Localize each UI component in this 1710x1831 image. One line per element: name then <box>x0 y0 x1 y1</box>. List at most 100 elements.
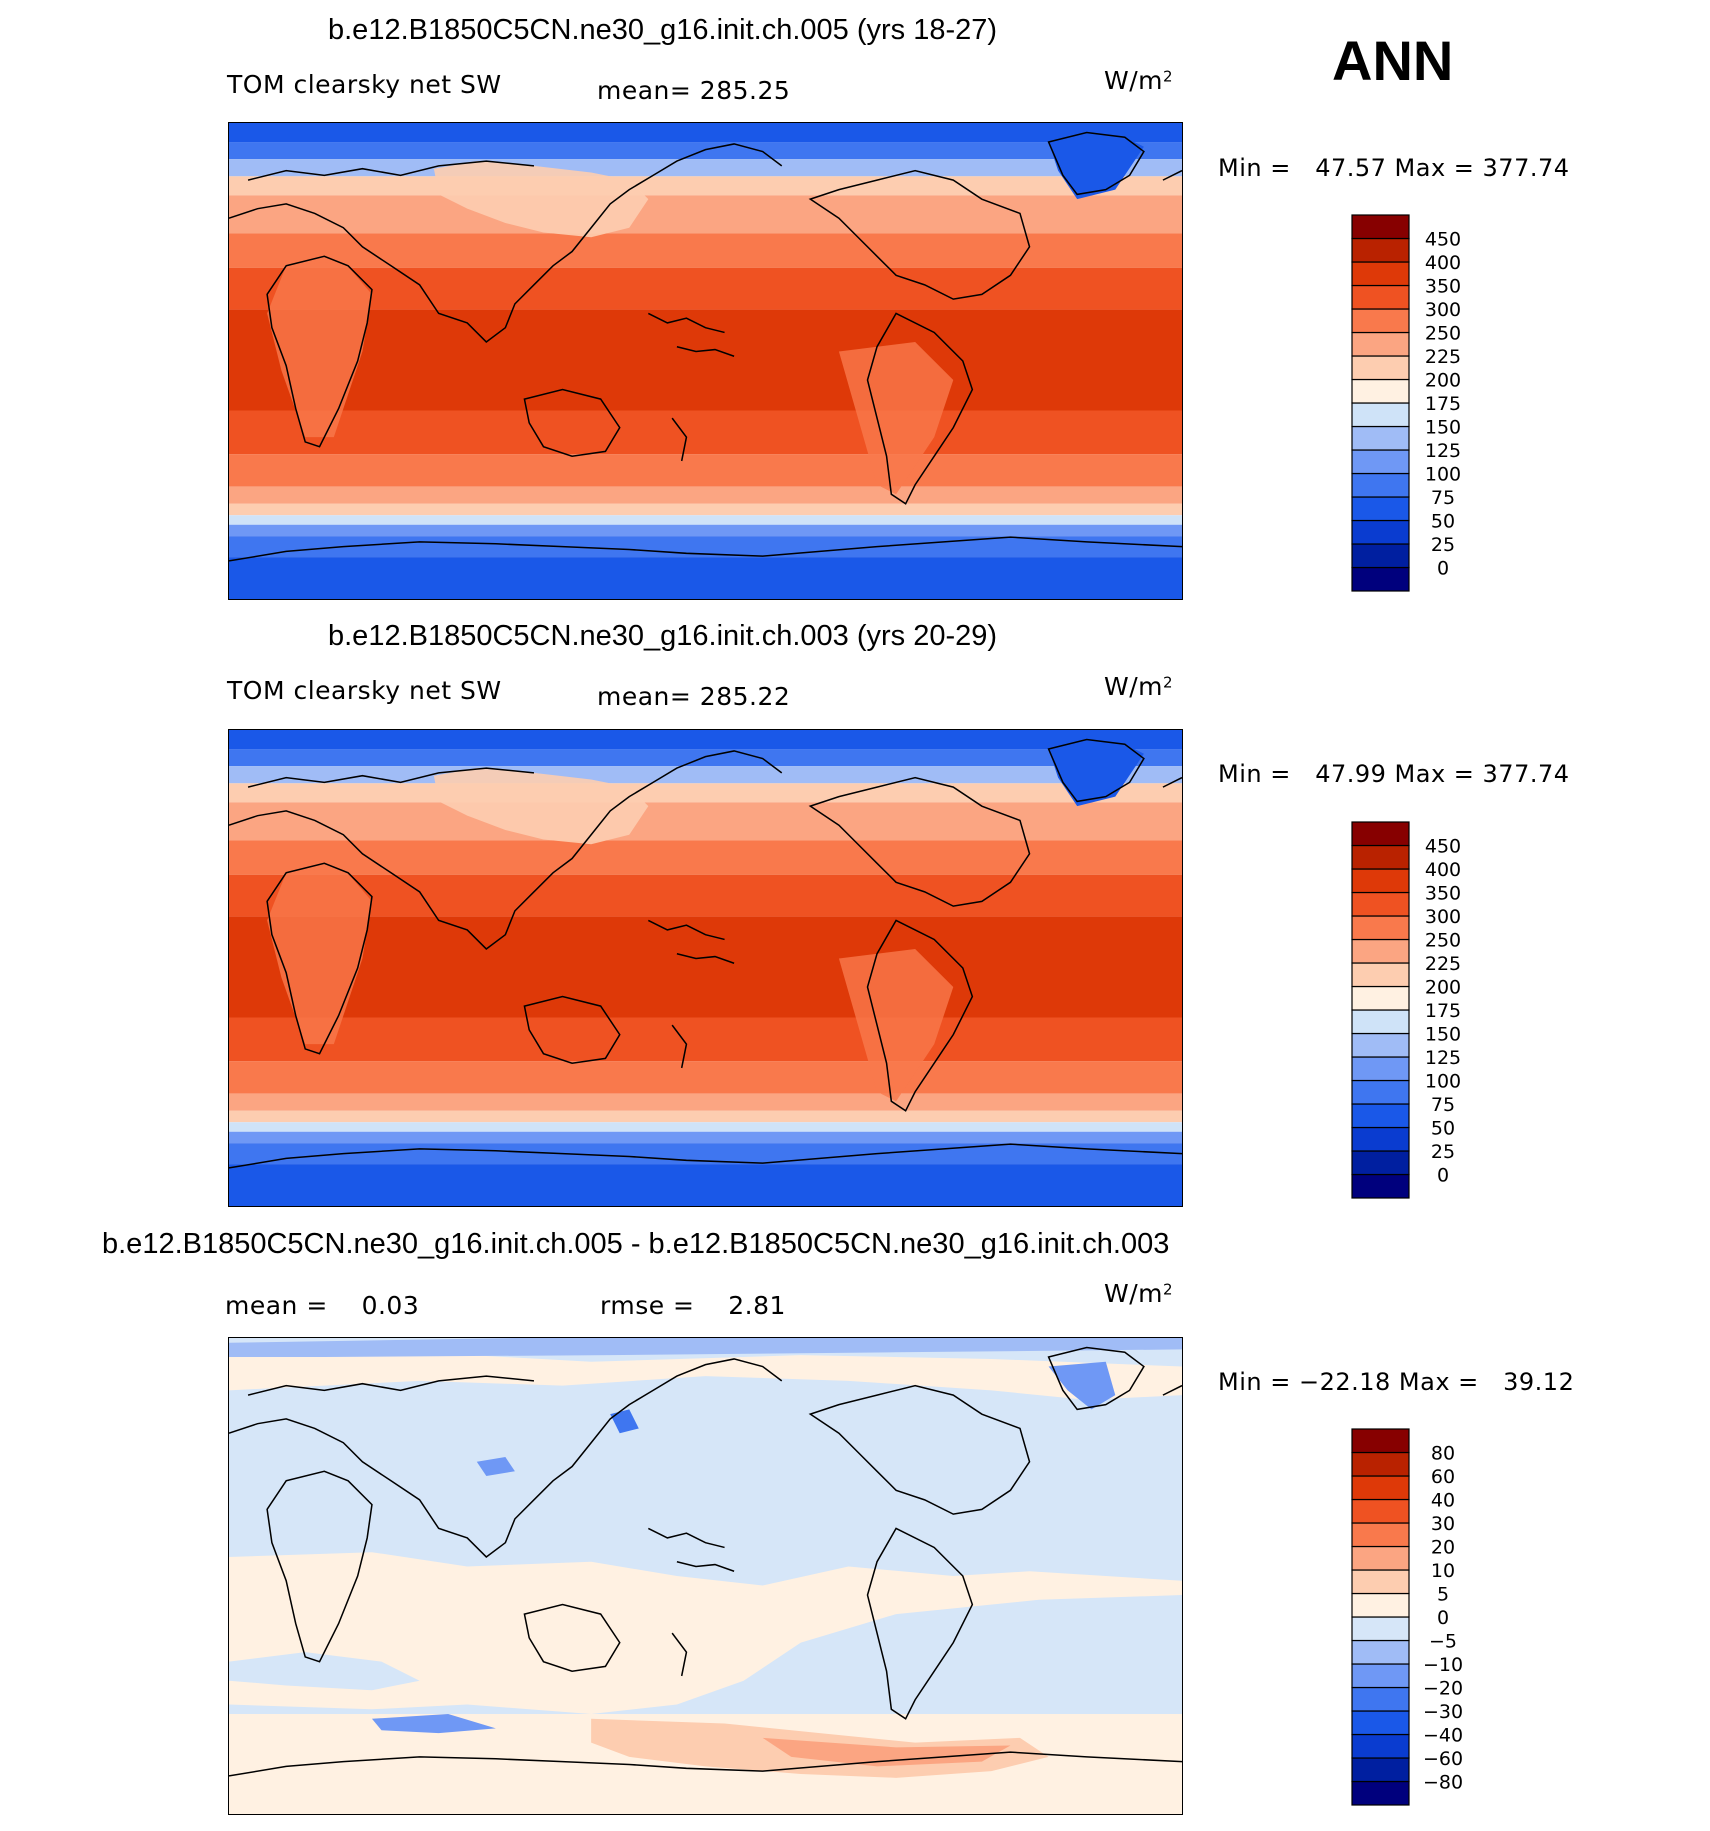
colorbar-tick-label: 50 <box>1431 511 1455 533</box>
colorbar-tick-label: 40 <box>1431 1490 1455 1512</box>
panel-1-variable-label: TOM clearsky net SW <box>227 70 502 99</box>
colorbar-tick-label: 350 <box>1425 883 1461 905</box>
colorbar-box <box>1351 496 1410 522</box>
colorbar-tick-label: 350 <box>1425 276 1461 298</box>
colorbar-box <box>1351 402 1410 428</box>
colorbar-box <box>1351 355 1410 381</box>
colorbar-tick-label: 200 <box>1425 370 1461 392</box>
colorbar-box <box>1351 1733 1410 1759</box>
colorbar-box <box>1351 543 1410 569</box>
colorbar-tick-label: 0 <box>1437 558 1449 580</box>
colorbar-tick-label: 250 <box>1425 323 1461 345</box>
colorbar-box <box>1351 1592 1410 1618</box>
colorbar-tick-label: −60 <box>1423 1748 1463 1770</box>
panel-2-minmax: Min = 47.99 Max = 377.74 <box>1218 760 1570 788</box>
colorbar-tick-label: 125 <box>1425 440 1461 462</box>
panel-2-units: W/m2 <box>1104 672 1174 701</box>
colorbar-tick-label: 60 <box>1431 1466 1455 1488</box>
colorbar-tick-label: 175 <box>1425 1000 1461 1022</box>
colorbar-box <box>1351 1757 1410 1783</box>
panel-2-mean-label: mean= 285.22 <box>597 682 791 711</box>
colorbar-tick-label: 150 <box>1425 1024 1461 1046</box>
colorbar-box <box>1351 938 1410 964</box>
colorbar-box <box>1351 844 1410 870</box>
colorbar-box <box>1351 1639 1410 1665</box>
colorbar-box <box>1351 1498 1410 1524</box>
colorbar-box <box>1351 214 1410 240</box>
colorbar-tick-label: 175 <box>1425 393 1461 415</box>
colorbar-box <box>1351 962 1410 988</box>
colorbar-box <box>1351 1686 1410 1712</box>
panel-1-minmax: Min = 47.57 Max = 377.74 <box>1218 154 1570 182</box>
panel-1-map <box>228 122 1183 600</box>
panel-3-mean-label: mean = 0.03 <box>225 1291 420 1320</box>
colorbar-tick-label: 100 <box>1425 464 1461 486</box>
panel-1-units: W/m2 <box>1104 66 1174 95</box>
colorbar-tick-label: −40 <box>1423 1725 1463 1747</box>
colorbar-box <box>1351 331 1410 357</box>
colorbar-tick-label: 10 <box>1431 1560 1455 1582</box>
colorbar-tick-label: 300 <box>1425 299 1461 321</box>
colorbar-box <box>1351 1616 1410 1642</box>
colorbar-tick-label: 150 <box>1425 417 1461 439</box>
colorbar-box <box>1351 1663 1410 1689</box>
colorbar-box <box>1351 1032 1410 1058</box>
colorbar-tick-label: −20 <box>1423 1678 1463 1700</box>
colorbar-tick-label: 125 <box>1425 1047 1461 1069</box>
colorbar-box <box>1351 1569 1410 1595</box>
colorbar-tick-label: 400 <box>1425 252 1461 274</box>
colorbar-tick-label: 200 <box>1425 977 1461 999</box>
panel-1-title: b.e12.B1850C5CN.ne30_g16.init.ch.005 (yr… <box>328 14 998 46</box>
colorbar-box <box>1351 1126 1410 1152</box>
colorbar-box <box>1351 378 1410 404</box>
colorbar-tick-label: 5 <box>1437 1584 1449 1606</box>
colorbar-box <box>1351 1545 1410 1571</box>
panel-2-title: b.e12.B1850C5CN.ne30_g16.init.ch.003 (yr… <box>328 620 998 652</box>
colorbar-tick-label: 75 <box>1431 487 1455 509</box>
colorbar-tick-label: −5 <box>1429 1631 1457 1653</box>
panel-3-rmse-label: rmse = 2.81 <box>600 1291 786 1320</box>
colorbar-tick-label: 300 <box>1425 906 1461 928</box>
colorbar-box <box>1351 519 1410 545</box>
colorbar-tick-label: 20 <box>1431 1537 1455 1559</box>
season-label: ANN <box>1332 29 1454 92</box>
colorbar-tick-label: 225 <box>1425 953 1461 975</box>
colorbar-tick-label: −80 <box>1423 1772 1463 1794</box>
panel-3-title: b.e12.B1850C5CN.ne30_g16.init.ch.005 - b… <box>102 1228 1170 1260</box>
colorbar-tick-label: 100 <box>1425 1071 1461 1093</box>
colorbar-tick-label: 30 <box>1431 1513 1455 1535</box>
panel-3-map <box>228 1337 1183 1815</box>
colorbar-tick-label: 0 <box>1437 1607 1449 1629</box>
panel-3-units: W/m2 <box>1104 1279 1174 1308</box>
colorbar-box <box>1351 261 1410 287</box>
colorbar-box <box>1351 1056 1410 1082</box>
colorbar-tick-label: 400 <box>1425 859 1461 881</box>
colorbar-tick-label: 0 <box>1437 1165 1449 1187</box>
colorbar-tick-label: 50 <box>1431 1118 1455 1140</box>
colorbar-box <box>1351 472 1410 498</box>
colorbar-tick-label: 250 <box>1425 930 1461 952</box>
colorbar-tick-label: −30 <box>1423 1701 1463 1723</box>
colorbar-tick-label: −10 <box>1423 1654 1463 1676</box>
panel-3-colorbar: −80 −60 −40 −30 −20 −10 −5 0 5 10 20 30 40 60 80 <box>1351 1428 1511 1808</box>
colorbar-box <box>1351 1173 1410 1199</box>
colorbar-box <box>1351 425 1410 451</box>
colorbar-tick-label: 450 <box>1425 836 1461 858</box>
panel-2-map <box>228 729 1183 1207</box>
colorbar-box <box>1351 1079 1410 1105</box>
panel-2-variable-label: TOM clearsky net SW <box>227 676 502 705</box>
colorbar-box <box>1351 284 1410 310</box>
colorbar-box <box>1351 566 1410 592</box>
colorbar-box <box>1351 891 1410 917</box>
colorbar-tick-label: 80 <box>1431 1443 1455 1465</box>
colorbar-box <box>1351 821 1410 847</box>
colorbar-box <box>1351 868 1410 894</box>
colorbar-box <box>1351 308 1410 334</box>
colorbar-box <box>1351 1710 1410 1736</box>
colorbar-tick-label: 75 <box>1431 1094 1455 1116</box>
colorbar-box <box>1351 985 1410 1011</box>
colorbar-box <box>1351 1475 1410 1501</box>
